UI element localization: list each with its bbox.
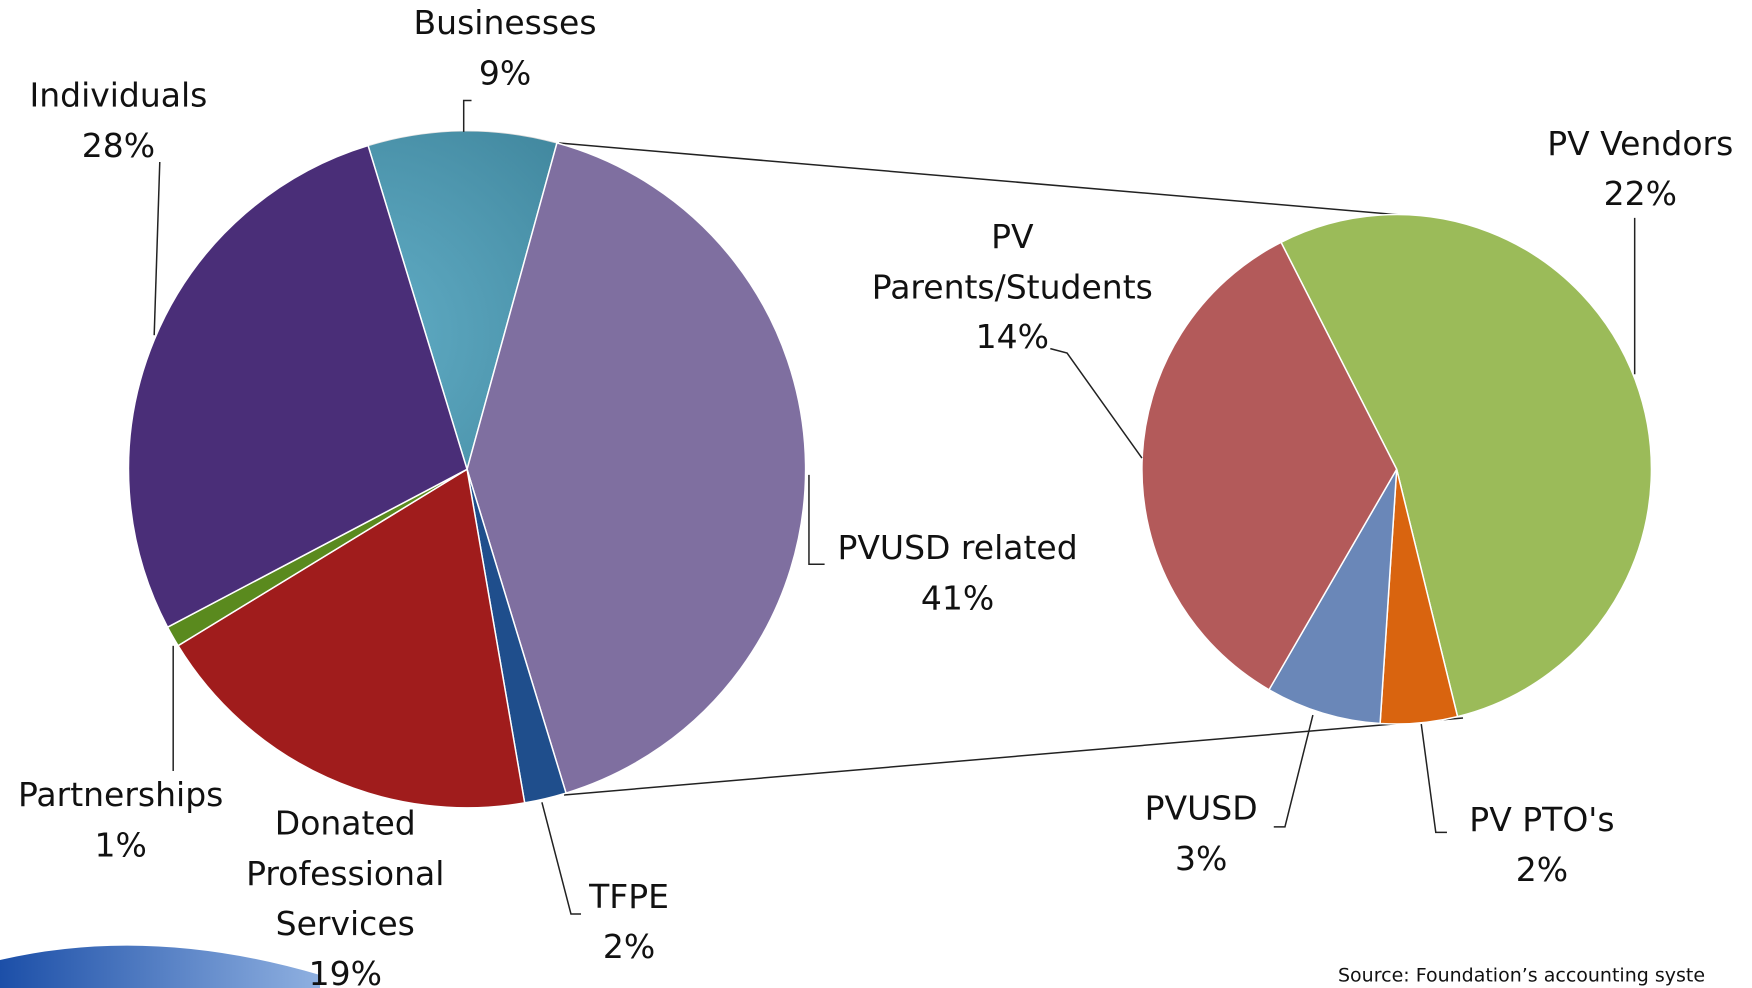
value-label: 2% [603, 927, 655, 966]
pie-slice [466, 141, 807, 794]
slice-label: PVUSD [1145, 789, 1258, 828]
pie-slice [1267, 468, 1398, 725]
pie-slice [1280, 213, 1653, 718]
slice-label: TFPE [588, 877, 669, 916]
pie-slice [127, 144, 468, 629]
value-label: 9% [479, 53, 531, 92]
slice-label: PV PTO's [1469, 800, 1614, 839]
leader-line [808, 474, 825, 566]
decoration [0, 945, 320, 988]
value-label: 3% [1175, 839, 1227, 878]
value-label: 1% [94, 825, 146, 864]
slice-label: Donated Professional Services [246, 803, 444, 943]
source-note: Source: Foundation’s accounting syste [1338, 965, 1705, 987]
value-label: 19% [309, 954, 382, 988]
value-label: 2% [1516, 850, 1568, 889]
slice-label: PVUSD related [837, 528, 1077, 567]
slice-label: PV Parents/Students [872, 216, 1153, 305]
leader-line [153, 161, 161, 336]
leader-line [462, 99, 472, 132]
value-label: 14% [976, 317, 1049, 356]
pie-slice [177, 468, 526, 809]
value-label: 41% [921, 579, 994, 618]
leader-line [1050, 347, 1143, 459]
leader-line [541, 802, 582, 915]
connector-line [558, 142, 1414, 217]
pie-slice [1141, 241, 1398, 691]
slice-label: Businesses [414, 3, 597, 42]
slice-label: Individuals [29, 76, 207, 115]
value-label: 22% [1604, 174, 1677, 213]
leader-line [1420, 723, 1447, 834]
value-label: 28% [82, 126, 155, 165]
slice-label: Partnerships [18, 775, 223, 814]
slice-label: PV Vendors [1547, 124, 1733, 163]
connector-line [563, 717, 1464, 796]
leader-line [1273, 714, 1314, 828]
